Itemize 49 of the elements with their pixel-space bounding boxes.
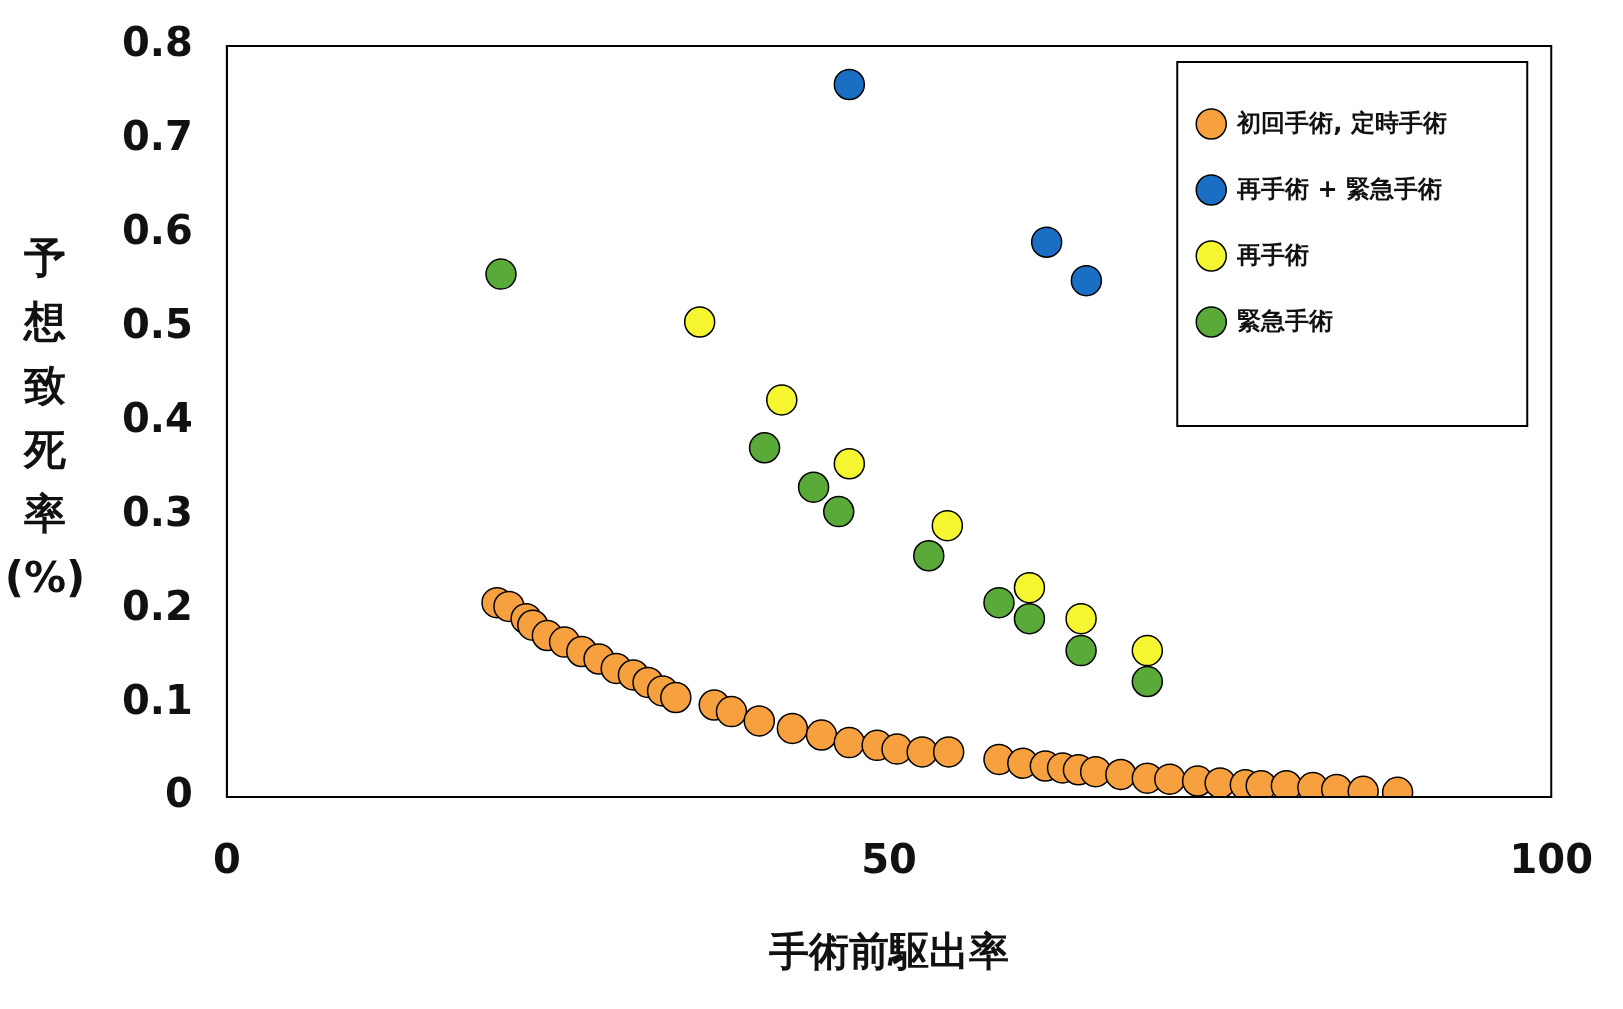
point <box>833 726 866 759</box>
y-tick-label: 0.5 <box>122 301 193 348</box>
point <box>1065 634 1097 667</box>
point <box>931 509 964 542</box>
point <box>1070 264 1103 297</box>
point <box>715 695 748 728</box>
point <box>1030 226 1063 258</box>
point <box>1204 767 1236 797</box>
y-tick-label: 0.3 <box>122 488 193 535</box>
point <box>797 471 830 503</box>
point <box>913 539 945 572</box>
legend-label: 初回手術, 定時手術 <box>1236 109 1447 138</box>
point <box>660 681 692 714</box>
point <box>1013 571 1046 604</box>
point <box>1105 758 1137 791</box>
x-tick-label: 100 <box>1509 836 1593 883</box>
y-tick-label: 0.8 <box>122 19 193 66</box>
legend-label: 緊急手術 <box>1237 307 1334 336</box>
x-tick-label: 50 <box>861 836 917 883</box>
point <box>822 495 855 528</box>
y-tick-label: 0.1 <box>122 676 193 723</box>
x-tick-label: 0 <box>212 836 241 883</box>
point <box>1131 665 1164 698</box>
point <box>1013 602 1046 635</box>
y-tick-label: 0.2 <box>122 582 193 629</box>
y-axis-title: 予想致死率(%) <box>4 233 86 603</box>
point <box>1065 602 1097 635</box>
point <box>881 733 913 765</box>
point <box>1154 763 1186 795</box>
y-tick-label: 0.7 <box>122 113 193 160</box>
point <box>766 384 798 416</box>
legend-label: 再手術 + 緊急手術 <box>1236 175 1443 204</box>
point <box>932 736 965 768</box>
point <box>906 736 938 768</box>
point <box>776 712 809 745</box>
point <box>1131 634 1164 667</box>
x-axis-title: 手術前駆出率 <box>768 928 1010 975</box>
y-tick-label: 0 <box>165 770 193 817</box>
point <box>683 306 716 338</box>
point <box>805 719 838 751</box>
point <box>833 447 866 480</box>
point <box>485 258 517 290</box>
point <box>743 705 776 737</box>
y-tick-label: 0.6 <box>122 207 193 254</box>
point <box>983 586 1015 619</box>
point <box>833 68 866 101</box>
y-tick-label: 0.4 <box>122 394 193 441</box>
legend-label: 再手術 <box>1236 241 1310 270</box>
point <box>748 432 781 464</box>
